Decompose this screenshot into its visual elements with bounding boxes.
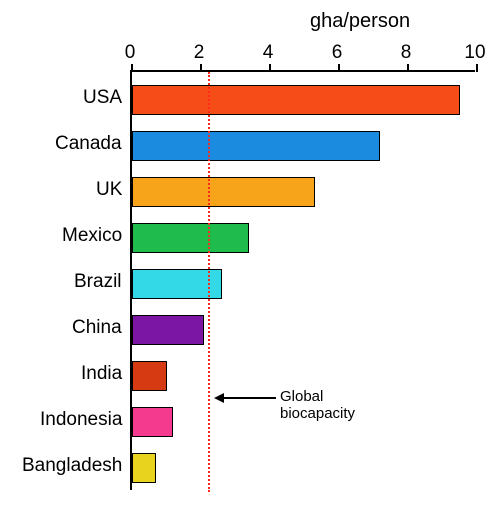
bar: [132, 407, 173, 437]
annotation-line1: Global: [280, 388, 323, 405]
x-tick-label: 8: [401, 42, 412, 64]
bar: [132, 85, 460, 115]
category-label: Brazil: [74, 271, 122, 293]
bar: [132, 361, 167, 391]
x-tick-mark: [200, 64, 202, 72]
x-tick-mark: [269, 64, 271, 72]
x-tick-label: 4: [263, 42, 274, 64]
category-label: USA: [83, 87, 122, 109]
annotation-line2: biocapacity: [280, 405, 355, 422]
category-label: Indonesia: [40, 409, 122, 431]
bar: [132, 453, 156, 483]
x-axis-title: gha/person: [310, 10, 410, 33]
category-label: UK: [96, 179, 122, 201]
x-tick-mark: [131, 64, 133, 72]
category-label: Bangladesh: [22, 455, 122, 477]
biocapacity-annotation: Global biocapacity: [280, 388, 355, 423]
footprint-bar-chart: gha/person Global biocapacity 0 2 4 6 8 10 USA…: [0, 0, 500, 509]
x-tick-label: 6: [332, 42, 343, 64]
x-tick-mark: [407, 64, 409, 72]
bar: [132, 131, 380, 161]
x-tick-label: 0: [125, 42, 136, 64]
plot-area: [130, 70, 475, 490]
x-tick-mark: [476, 64, 478, 72]
category-label: India: [81, 363, 122, 385]
x-tick-label: 10: [464, 42, 485, 64]
global-biocapacity-line: [208, 72, 210, 492]
x-tick-label: 2: [194, 42, 205, 64]
bar: [132, 315, 204, 345]
category-label: China: [72, 317, 122, 339]
category-label: Mexico: [62, 225, 122, 247]
category-label: Canada: [55, 133, 122, 155]
x-tick-mark: [338, 64, 340, 72]
bar: [132, 223, 249, 253]
bar: [132, 177, 315, 207]
